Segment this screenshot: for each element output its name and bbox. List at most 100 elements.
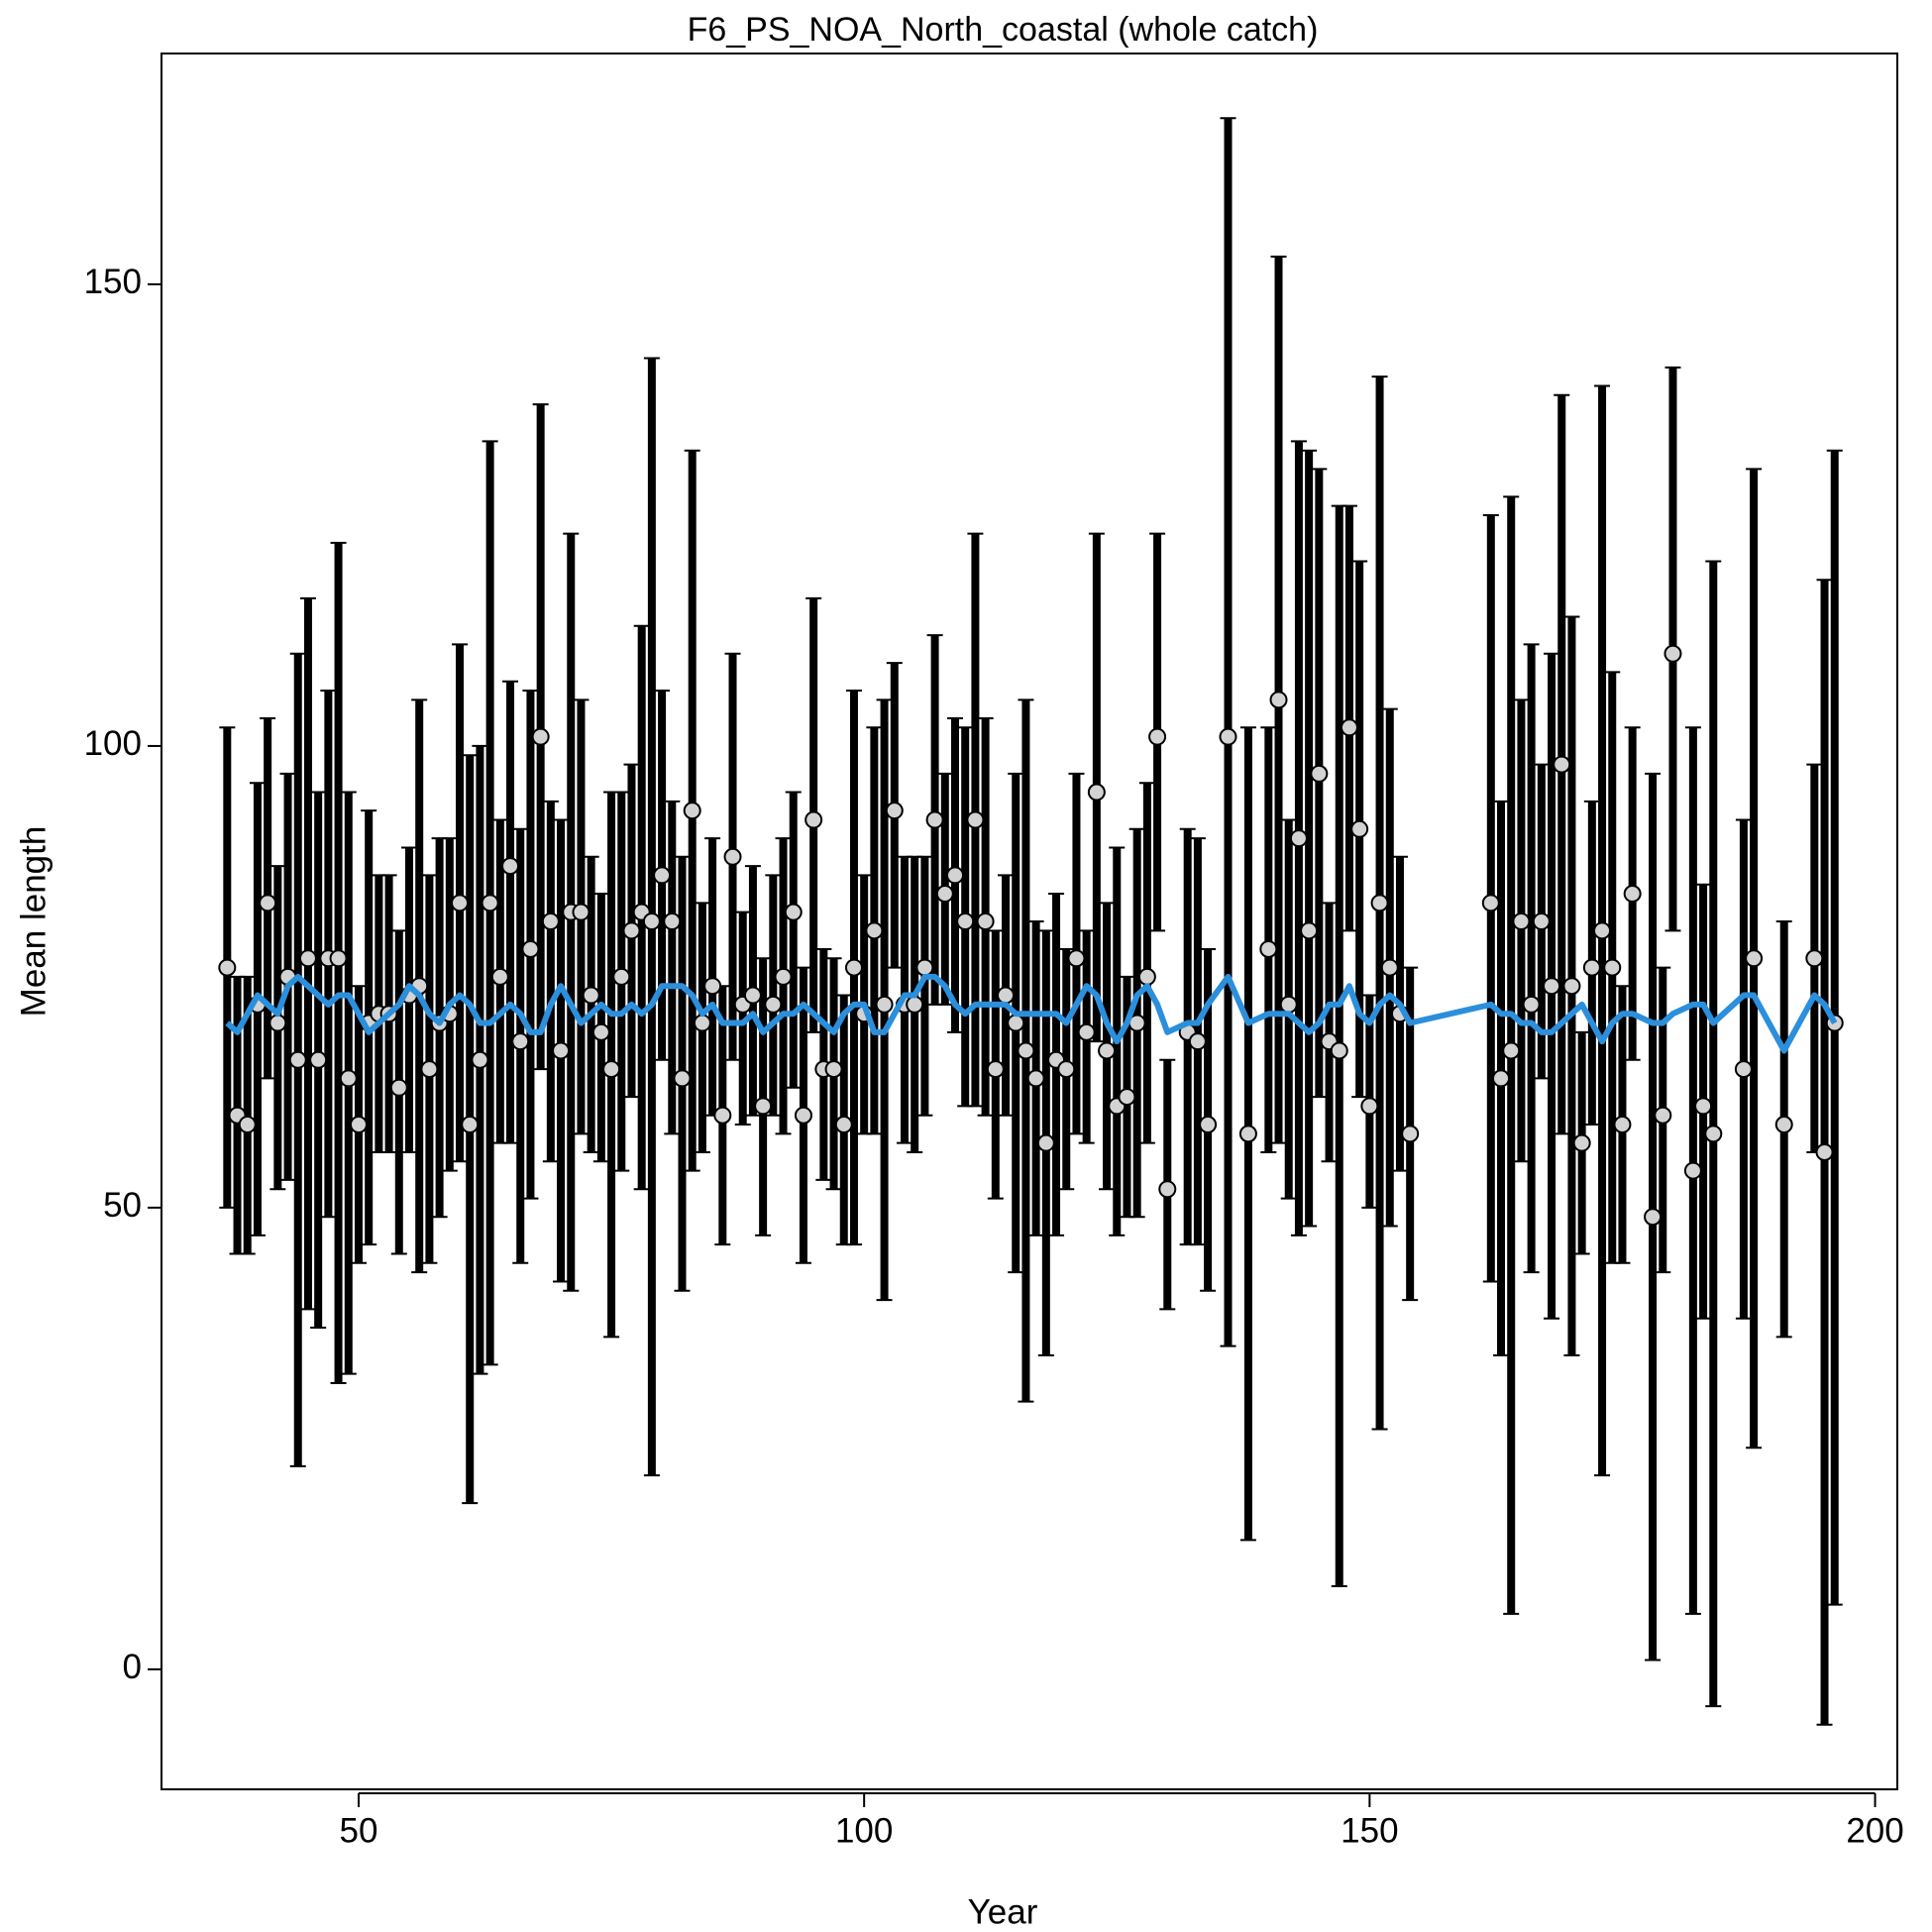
observed-point xyxy=(713,1106,732,1125)
observed-point xyxy=(946,866,965,885)
observed-point xyxy=(461,1116,480,1134)
y-tick-label: 150 xyxy=(84,263,142,301)
observed-point xyxy=(1350,819,1369,838)
observed-point xyxy=(653,866,672,885)
observed-point xyxy=(1623,885,1642,904)
observed-point xyxy=(844,958,863,977)
observed-point xyxy=(602,1060,621,1079)
observed-point xyxy=(552,1041,571,1060)
observed-point xyxy=(339,1069,358,1088)
observed-point xyxy=(997,986,1016,1005)
observed-point xyxy=(1026,1069,1045,1088)
observed-point xyxy=(834,1116,853,1134)
observed-point xyxy=(1543,977,1561,996)
observed-point xyxy=(865,921,884,940)
observed-point xyxy=(420,1060,439,1079)
observed-point xyxy=(956,912,975,930)
observed-point xyxy=(1137,967,1156,986)
observed-point xyxy=(1036,1133,1055,1152)
observed-point xyxy=(1492,1069,1511,1088)
observed-point xyxy=(754,1097,773,1116)
observed-point xyxy=(1603,958,1622,977)
observed-point xyxy=(1805,949,1824,968)
observed-point xyxy=(1310,764,1329,783)
y-tick-label: 50 xyxy=(103,1186,142,1225)
observed-point xyxy=(1512,912,1531,930)
observed-point xyxy=(885,802,904,820)
observed-point xyxy=(389,1078,408,1097)
observed-point xyxy=(1370,894,1389,912)
observed-point xyxy=(673,1069,692,1088)
observed-point xyxy=(906,995,924,1014)
observed-point xyxy=(349,1116,368,1134)
observed-point xyxy=(531,727,550,746)
observed-point xyxy=(1289,829,1308,848)
observed-point xyxy=(1279,995,1298,1014)
observed-point xyxy=(1340,718,1358,737)
observed-point xyxy=(1644,1208,1663,1227)
observed-point xyxy=(703,977,722,996)
observed-point xyxy=(582,986,600,1005)
observed-point xyxy=(764,995,783,1014)
observed-point xyxy=(1057,1060,1076,1079)
observed-point xyxy=(1188,1032,1207,1051)
plot-frame xyxy=(161,53,1898,1790)
observed-point xyxy=(1148,727,1167,746)
observed-point xyxy=(1522,995,1541,1014)
observed-point xyxy=(743,986,762,1005)
observed-point xyxy=(1553,755,1571,774)
observed-point xyxy=(683,802,701,820)
observed-point xyxy=(1219,727,1237,746)
observed-point xyxy=(329,949,348,968)
observed-point xyxy=(1502,1041,1521,1060)
observed-point xyxy=(1118,1088,1136,1107)
y-tick-label: 100 xyxy=(84,724,142,763)
observed-point xyxy=(1532,912,1551,930)
observed-point xyxy=(1087,783,1106,802)
observed-point xyxy=(1238,1125,1257,1143)
observed-point xyxy=(935,885,954,904)
observed-point xyxy=(1613,1116,1632,1134)
observed-point xyxy=(541,912,560,930)
observed-point xyxy=(1481,894,1500,912)
observed-point xyxy=(1330,1041,1348,1060)
observed-point xyxy=(1654,1106,1672,1125)
observed-point xyxy=(875,995,894,1014)
observed-point xyxy=(986,1060,1005,1079)
observed-point xyxy=(622,921,641,940)
observed-point xyxy=(471,1050,489,1069)
observed-point xyxy=(805,810,823,829)
observed-point xyxy=(288,1050,307,1069)
observed-point xyxy=(1815,1142,1834,1161)
observed-point xyxy=(1562,977,1581,996)
observed-point xyxy=(642,912,661,930)
y-axis-label: Mean length xyxy=(14,826,53,1018)
observed-point xyxy=(1017,1041,1035,1060)
x-tick-label: 150 xyxy=(1341,1811,1398,1850)
observed-point xyxy=(521,939,540,958)
observed-point xyxy=(1401,1125,1420,1143)
observed-point xyxy=(259,894,277,912)
observed-point xyxy=(591,1022,610,1041)
observed-point xyxy=(1694,1097,1713,1116)
observed-point xyxy=(915,958,934,977)
observed-point xyxy=(1007,1014,1025,1032)
observed-point xyxy=(966,810,985,829)
observed-point xyxy=(1158,1180,1177,1199)
observed-point xyxy=(663,912,682,930)
observed-point xyxy=(1593,921,1612,940)
observed-point xyxy=(1572,1133,1591,1152)
observed-point xyxy=(309,1050,328,1069)
observed-point xyxy=(218,958,237,977)
y-tick-label: 0 xyxy=(123,1648,142,1686)
observed-point xyxy=(794,1106,812,1125)
observed-point xyxy=(1704,1125,1723,1143)
observed-point xyxy=(1360,1097,1379,1116)
observed-point xyxy=(1380,958,1399,977)
observed-point xyxy=(511,1032,530,1051)
observed-point xyxy=(1199,1116,1218,1134)
observed-point xyxy=(976,912,995,930)
observed-point xyxy=(298,949,317,968)
chart-title: F6_PS_NOA_North_coastal (whole catch) xyxy=(688,11,1319,49)
